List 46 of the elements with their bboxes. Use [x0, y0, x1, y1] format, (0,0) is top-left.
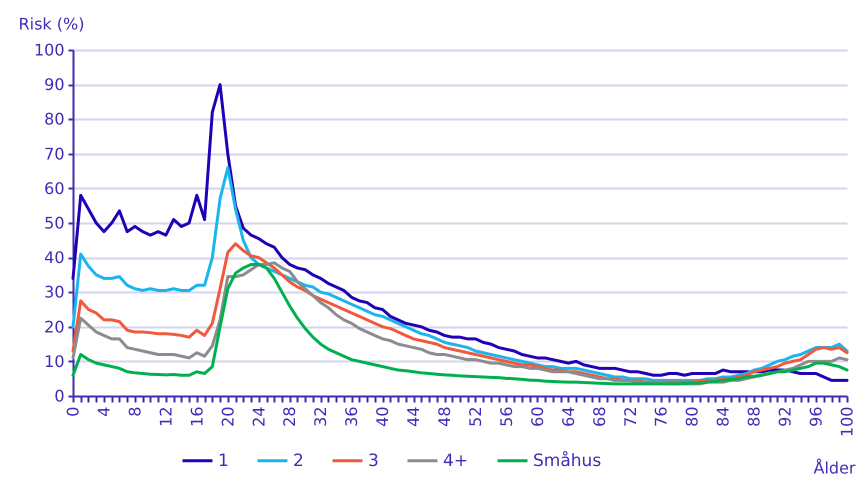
y-tick-label: 30: [44, 282, 64, 302]
x-tick-label: 92: [776, 406, 795, 427]
line-series: [72, 166, 848, 382]
y-tick-label: 50: [44, 214, 64, 232]
x-tick-label: 48: [435, 406, 454, 427]
x-tick-label: 24: [249, 406, 268, 427]
x-tick-label: 16: [187, 406, 206, 427]
x-tick-label: 4: [94, 406, 114, 417]
x-tick-label: 68: [590, 406, 609, 427]
x-tick-label: 64: [558, 406, 578, 427]
legend-label: Småhus: [533, 450, 602, 471]
legend-label: 2: [293, 450, 304, 471]
x-tick-label: 20: [218, 406, 238, 427]
legend-label: 3: [368, 450, 379, 471]
legend-label: 4+: [443, 450, 468, 471]
y-tick-label: 10: [44, 352, 64, 371]
y-tick-label: 0: [54, 386, 64, 406]
x-axis-title: Ålder: [814, 458, 856, 478]
x-tick-label: 36: [342, 406, 362, 427]
x-tick-label: 32: [311, 406, 330, 427]
x-tick-label: 0: [64, 406, 82, 417]
x-tick-label: 56: [496, 406, 516, 427]
legend-label: 1: [218, 450, 229, 471]
x-tick-label: 96: [806, 406, 826, 427]
x-tick-label: 8: [125, 406, 144, 417]
y-tick-label: 40: [44, 248, 64, 268]
y-tick-label: 70: [44, 144, 64, 164]
y-tick-label: 90: [44, 75, 64, 94]
x-tick-label: 88: [744, 406, 764, 427]
x-tick-label: 84: [714, 406, 733, 427]
y-tick-label: 80: [44, 110, 64, 129]
x-tick-label: 60: [528, 406, 547, 427]
x-tick-label: 72: [620, 406, 640, 427]
y-tick-label: 100: [34, 40, 64, 60]
x-tick-label: 76: [652, 406, 671, 427]
x-tick-label: 28: [280, 406, 300, 427]
y-tick-label: 60: [44, 178, 64, 198]
y-tick-label: 20: [44, 317, 64, 336]
y-axis-title: Risk (%): [18, 14, 84, 34]
x-tick-label: 80: [682, 406, 702, 427]
x-tick-label: 100: [838, 406, 856, 438]
x-tick-label: 44: [404, 406, 424, 427]
x-tick-label: 12: [156, 406, 176, 427]
line-series: [72, 83, 848, 382]
x-tick-label: 40: [373, 406, 392, 427]
x-tick-label: 52: [466, 406, 485, 427]
